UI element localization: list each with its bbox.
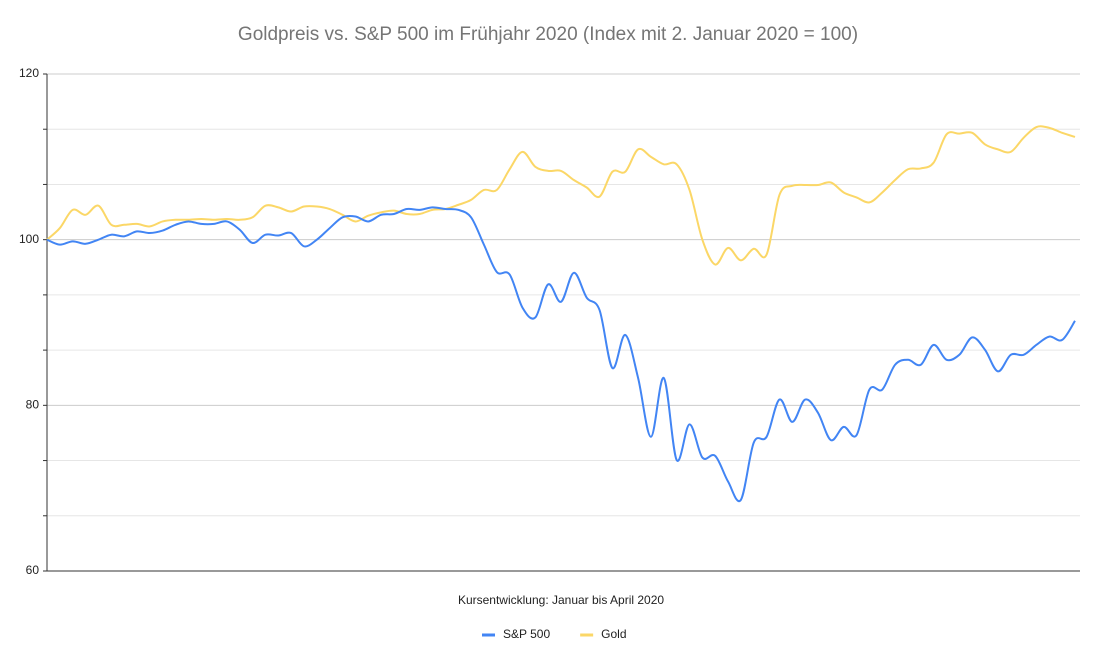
x-axis-title: Kursentwicklung: Januar bis April 2020 xyxy=(458,593,664,607)
y-tick-label: 60 xyxy=(26,563,40,577)
line-series xyxy=(46,125,1076,266)
y-tick-label: 80 xyxy=(26,398,40,412)
legend-label: Gold xyxy=(601,627,626,641)
line-series xyxy=(46,206,1076,503)
chart-title: Goldpreis vs. S&P 500 im Frühjahr 2020 (… xyxy=(238,24,858,45)
y-tick-label: 120 xyxy=(19,66,39,80)
legend-label: S&P 500 xyxy=(503,627,550,641)
y-tick-label: 100 xyxy=(19,232,39,246)
